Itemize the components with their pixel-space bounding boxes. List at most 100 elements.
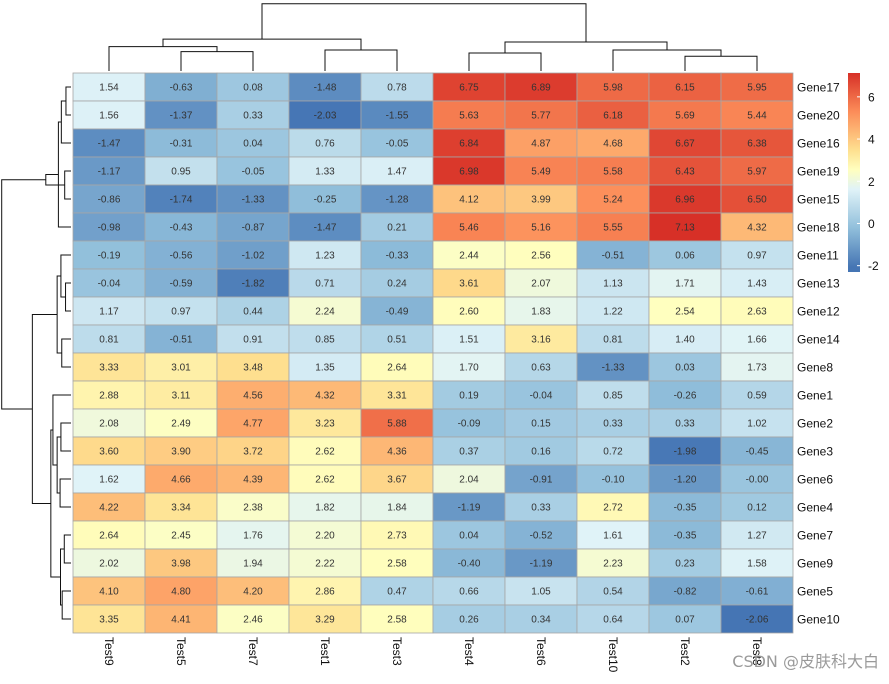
column-label: Test10	[606, 637, 620, 673]
legend-tick-label: 0	[868, 217, 875, 231]
dendrogram-branch	[63, 534, 71, 564]
heatmap-cell	[360, 296, 434, 326]
heatmap-cell	[144, 352, 218, 382]
heatmap-cell	[144, 240, 218, 270]
heatmap-cell	[432, 72, 506, 102]
heatmap-cell	[576, 212, 650, 242]
cell-value-label: 0.51	[387, 335, 407, 346]
heatmap-cell	[72, 408, 146, 438]
heatmap-cell	[720, 576, 794, 606]
heatmap-cell	[72, 520, 146, 550]
cell-value-label: 1.27	[747, 531, 767, 542]
cell-value-label: 7.13	[675, 223, 695, 234]
cell-value-label: 6.50	[747, 195, 767, 206]
dendrogram-branch	[59, 478, 71, 508]
heatmap-cell	[504, 268, 578, 298]
heatmap-cell	[72, 184, 146, 214]
heatmap-cell	[648, 436, 722, 466]
cell-value-label: 4.10	[99, 587, 119, 598]
cell-value-label: 3.31	[387, 391, 407, 402]
cell-value-label: 2.73	[387, 531, 407, 542]
heatmap-cell	[576, 128, 650, 158]
heatmap-cell	[576, 380, 650, 410]
cell-value-label: 0.72	[603, 447, 623, 458]
cell-value-label: -1.37	[170, 111, 193, 122]
cell-value-label: -1.47	[314, 223, 337, 234]
heatmap-cell	[432, 100, 506, 130]
cell-value-label: 1.61	[603, 531, 623, 542]
cell-value-label: -0.05	[242, 167, 265, 178]
heatmap-cell	[72, 352, 146, 382]
cell-value-label: 1.13	[603, 279, 623, 290]
cell-value-label: 0.54	[603, 587, 623, 598]
cell-value-label: 2.64	[99, 531, 119, 542]
heatmap-cell	[432, 464, 506, 494]
cell-value-label: 0.03	[675, 363, 695, 374]
cell-value-label: 0.08	[243, 83, 263, 94]
cell-value-label: 3.33	[99, 363, 119, 374]
cell-value-label: -1.33	[602, 363, 625, 374]
cell-value-label: 2.23	[603, 559, 623, 570]
cell-value-label: -1.33	[242, 195, 265, 206]
heatmap-cell	[144, 380, 218, 410]
heatmap-cell	[648, 324, 722, 354]
heatmap-cell	[216, 156, 290, 186]
cell-value-label: 0.95	[171, 167, 191, 178]
cell-value-label: 3.72	[243, 447, 263, 458]
cell-value-label: 6.98	[459, 167, 479, 178]
dendrogram-branch	[52, 394, 71, 466]
dendrogram-branch	[504, 41, 668, 53]
cell-value-label: 2.56	[531, 251, 551, 262]
cell-value-label: 3.99	[531, 195, 551, 206]
cell-value-label: -1.19	[530, 559, 553, 570]
cell-value-label: 3.23	[315, 419, 335, 430]
cell-value-label: 2.38	[243, 503, 263, 514]
heatmap-cell	[72, 240, 146, 270]
cell-value-label: 2.24	[315, 307, 335, 318]
legend-tick-label: 2	[868, 175, 875, 189]
cell-value-label: 0.23	[675, 559, 695, 570]
heatmap-cell	[432, 408, 506, 438]
cell-value-label: 0.71	[315, 279, 335, 290]
cell-value-label: 0.66	[459, 587, 479, 598]
cell-value-label: 5.58	[603, 167, 623, 178]
heatmap-cell	[648, 184, 722, 214]
cell-value-label: 0.59	[747, 391, 767, 402]
heatmap-cell	[144, 604, 218, 634]
heatmap-cell	[576, 296, 650, 326]
cell-value-label: 2.20	[315, 531, 335, 542]
dendrogram-branch	[468, 52, 542, 71]
row-label: Gene19	[797, 165, 840, 179]
cell-value-label: 1.05	[531, 587, 551, 598]
heatmap-cell	[144, 436, 218, 466]
heatmap-cell	[504, 324, 578, 354]
heatmap-cell	[720, 268, 794, 298]
row-label: Gene4	[797, 501, 833, 515]
cell-value-label: 0.91	[243, 335, 263, 346]
cell-value-label: 2.07	[531, 279, 551, 290]
cell-value-label: 2.72	[603, 503, 623, 514]
cell-value-label: 2.60	[459, 307, 479, 318]
heatmap-cell	[648, 408, 722, 438]
cell-value-label: 3.29	[315, 615, 335, 626]
heatmap-cell	[216, 212, 290, 242]
cell-value-label: -0.09	[458, 419, 481, 430]
cell-value-label: 0.04	[459, 531, 479, 542]
row-label: Gene14	[797, 333, 840, 347]
row-label: Gene5	[797, 585, 833, 599]
cell-value-label: 1.73	[747, 363, 767, 374]
cell-value-label: 3.34	[171, 503, 191, 514]
heatmap-cell	[72, 464, 146, 494]
cell-value-label: 4.68	[603, 139, 623, 150]
cell-value-label: 1.23	[315, 251, 335, 262]
cell-value-label: 2.54	[675, 307, 695, 318]
color-legend: 6 4 2 0 -2	[848, 73, 879, 273]
row-label: Gene11	[797, 249, 839, 263]
cell-value-label: 4.12	[459, 195, 479, 206]
cell-value-label: 5.55	[603, 223, 623, 234]
cell-value-label: 1.84	[387, 503, 407, 514]
cell-value-label: 4.56	[243, 391, 263, 402]
cell-value-label: 0.76	[315, 139, 335, 150]
heatmap-cell	[216, 436, 290, 466]
heatmap-cell	[216, 72, 290, 102]
